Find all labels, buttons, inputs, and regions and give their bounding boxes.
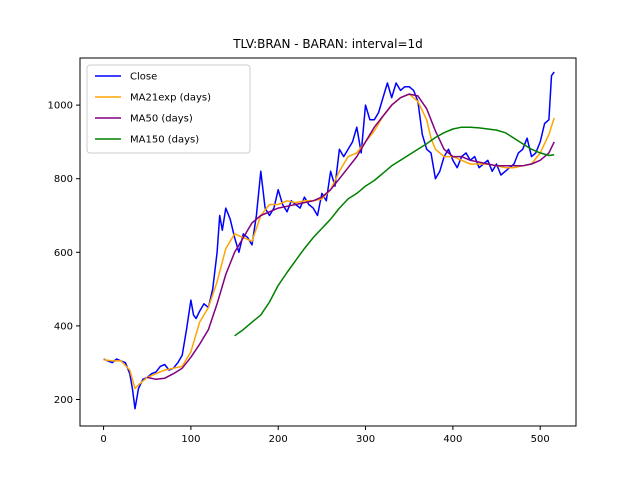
y-tick-label-4: 1000: [48, 101, 73, 112]
series-layer: [103, 71, 555, 410]
legend-box: [86, 64, 251, 154]
series-line-2: [147, 93, 555, 381]
chart-title: TLV:BRAN - BARAN: interval=1d: [232, 37, 423, 51]
x-tick-label-1: 100: [181, 434, 200, 445]
x-tick-label-2: 200: [269, 434, 288, 445]
y-tick-label-0: 200: [54, 395, 73, 406]
series-line-3: [234, 126, 555, 337]
legend-label-3: MA150 (days): [130, 135, 199, 146]
x-tick-label-3: 300: [356, 434, 375, 445]
y-tick-label-2: 600: [54, 248, 73, 259]
plot-frame: [79, 57, 577, 427]
y-tick-label-1: 400: [54, 321, 73, 332]
ticks-layer: 0 100 200 300 400 500 200 400 600 800 1000: [48, 101, 550, 445]
x-tick-label-5: 500: [531, 434, 550, 445]
x-tick-label-0: 0: [100, 434, 106, 445]
legend-label-2: MA50 (days): [130, 114, 193, 125]
x-tick-label-4: 400: [443, 434, 462, 445]
legend: Close MA21exp (days) MA50 (days) MA150 (day…: [86, 64, 251, 154]
legend-label-0: Close: [130, 72, 157, 83]
y-tick-label-3: 800: [54, 174, 73, 185]
legend-label-1: MA21exp (days): [130, 93, 211, 104]
